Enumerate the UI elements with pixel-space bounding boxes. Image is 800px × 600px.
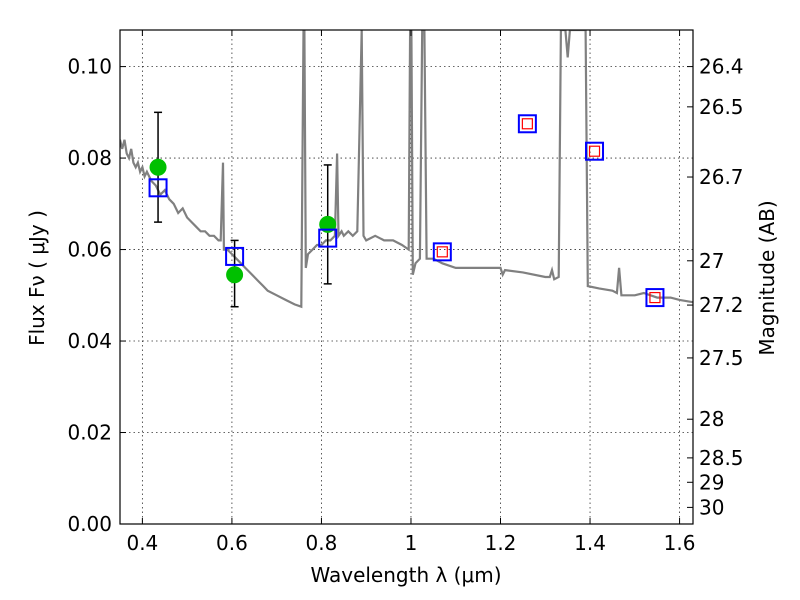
x-tick-label: 0.8 — [306, 531, 338, 555]
axis-ticks: 0.4 0.6 0.8 1 1.2 1.4 1.6 0.00 0.02 0.04 0.06 0.08 0… — [67, 30, 744, 555]
model-band-square — [318, 228, 338, 248]
y-tick-label: 0.00 — [67, 512, 112, 536]
upper-limit-square — [588, 145, 601, 157]
y2-tick-label: 26.7 — [699, 165, 744, 189]
y2-tick-label: 27.5 — [699, 346, 744, 370]
x-tick-label: 1.4 — [574, 531, 606, 555]
x-tick-label: 1.2 — [485, 531, 517, 555]
y2-tick-label: 28 — [699, 407, 724, 431]
y2-tick-label: 28.5 — [699, 446, 744, 470]
grid — [120, 30, 693, 524]
y-tick-label: 0.06 — [67, 238, 112, 262]
y2-tick-label: 29 — [699, 470, 724, 494]
y2-tick-label: 30 — [699, 495, 724, 519]
y2-tick-label: 27 — [699, 249, 724, 273]
y-tick-label: 0.04 — [67, 329, 112, 353]
model-band-square — [225, 246, 245, 266]
observed-point — [226, 266, 244, 284]
x-tick-label: 0.4 — [126, 531, 158, 555]
model-band-square — [585, 141, 605, 161]
model-band-square — [517, 114, 537, 134]
upper-limit-square — [521, 118, 533, 130]
model-spectrum-line — [120, 30, 693, 309]
y-axis-label: Flux Fν ( μJy ) — [25, 210, 49, 346]
y-tick-label: 0.10 — [67, 55, 112, 79]
y-tick-label: 0.08 — [67, 146, 112, 170]
y2-tick-label: 26.4 — [699, 55, 744, 79]
x-axis-label: Wavelength λ (μm) — [310, 563, 501, 587]
model-band-square — [148, 178, 168, 198]
points-layer — [148, 111, 665, 308]
plot-frame — [119, 29, 694, 525]
y2-axis-label: Magnitude (AB) — [755, 200, 779, 355]
model-band-square — [432, 242, 452, 262]
x-tick-label: 0.6 — [216, 531, 248, 555]
observed-point — [319, 215, 337, 233]
upper-limit-square — [436, 246, 448, 258]
y2-tick-label: 27.2 — [699, 293, 744, 317]
y2-tick-label: 26.5 — [699, 95, 744, 119]
y-tick-label: 0.02 — [67, 421, 112, 445]
upper-limit-square — [649, 291, 661, 304]
spectrum-layer — [120, 30, 693, 309]
model-band-square — [645, 288, 665, 308]
observed-point — [149, 158, 167, 176]
x-tick-label: 1.6 — [664, 531, 696, 555]
x-tick-label: 1 — [405, 531, 418, 555]
